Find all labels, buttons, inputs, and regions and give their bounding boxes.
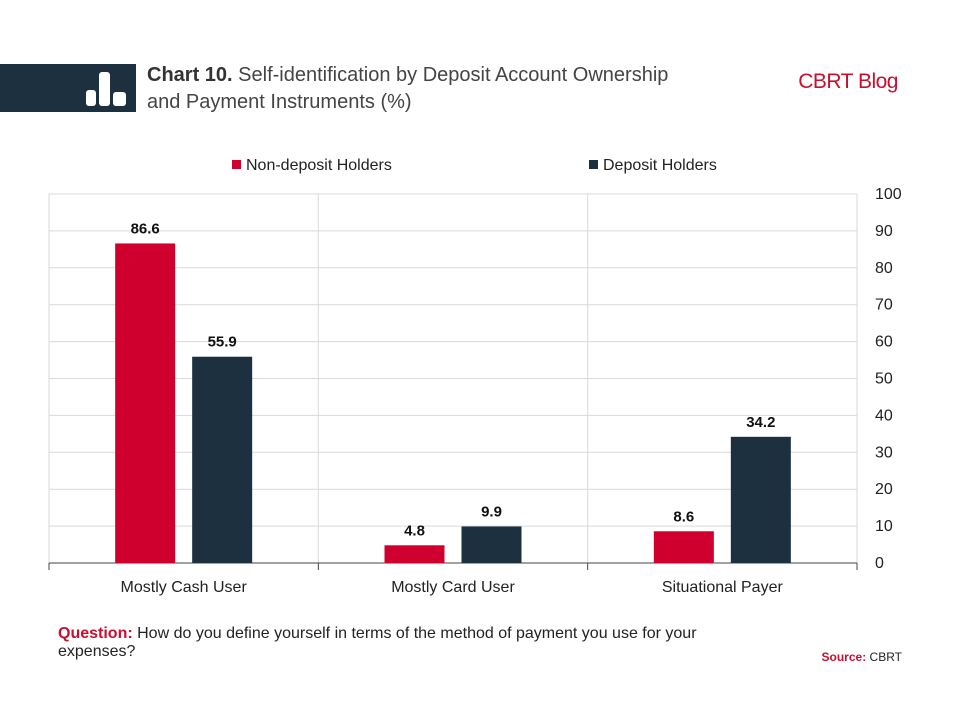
data-label-non-deposit: 4.8 <box>404 522 425 539</box>
chart-number: Chart 10. <box>147 64 233 86</box>
legend-item-deposit: Deposit Holders <box>589 157 717 175</box>
bar-deposit <box>192 356 253 563</box>
data-label-non-deposit: 86.6 <box>131 220 160 237</box>
data-label-non-deposit: 8.6 <box>673 508 694 525</box>
question-text: How do you define yourself in terms of t… <box>58 625 697 660</box>
y-tick-label: 100 <box>875 186 902 203</box>
x-tick-label: Mostly Cash User <box>121 579 248 596</box>
bar-non-deposit <box>384 545 445 563</box>
bar-deposit <box>461 526 522 563</box>
y-tick-label: 40 <box>875 407 893 424</box>
legend-swatch-non-deposit <box>232 160 241 169</box>
source-note: Source: CBRT <box>822 650 902 664</box>
question-label: Question: <box>58 625 133 642</box>
x-tick-label: Situational Payer <box>662 579 784 596</box>
bar-non-deposit <box>115 243 176 564</box>
y-tick-label: 30 <box>875 444 893 461</box>
legend-swatch-deposit <box>589 160 598 169</box>
y-tick-label: 0 <box>875 555 884 572</box>
y-tick-label: 50 <box>875 371 893 388</box>
brand-logo: CBRT Blog <box>798 70 898 93</box>
x-tick-label: Mostly Card User <box>391 579 515 596</box>
bar-chart: 0 10 20 30 40 50 60 70 80 90 100 86.6 55.9 Mostly Cas… <box>48 186 902 596</box>
data-label-deposit: 34.2 <box>746 414 775 431</box>
data-label-deposit: 9.9 <box>481 503 502 520</box>
bar-deposit <box>730 436 791 563</box>
legend-label-non-deposit: Non-deposit Holders <box>246 157 392 174</box>
source-label: Source: <box>821 650 867 664</box>
question-note: Question: How do you define yourself in … <box>58 625 698 661</box>
y-tick-label: 70 <box>875 297 893 314</box>
y-tick-label: 10 <box>875 518 893 535</box>
data-label-deposit: 55.9 <box>208 334 237 351</box>
chart-title-text: Self-identification by Deposit Account O… <box>147 64 669 113</box>
source-text: CBRT <box>869 650 902 664</box>
legend-item-non-deposit: Non-deposit Holders <box>232 157 392 175</box>
bar-chart-icon <box>86 72 126 106</box>
y-tick-label: 90 <box>875 223 893 240</box>
y-tick-label: 20 <box>875 481 893 498</box>
y-tick-label: 80 <box>875 260 893 277</box>
bar-non-deposit <box>653 531 714 563</box>
chart-title: Chart 10. Self-identification by Deposit… <box>147 62 707 116</box>
title-bar-block <box>0 64 136 112</box>
y-tick-label: 60 <box>875 334 893 351</box>
legend-label-deposit: Deposit Holders <box>603 157 717 174</box>
